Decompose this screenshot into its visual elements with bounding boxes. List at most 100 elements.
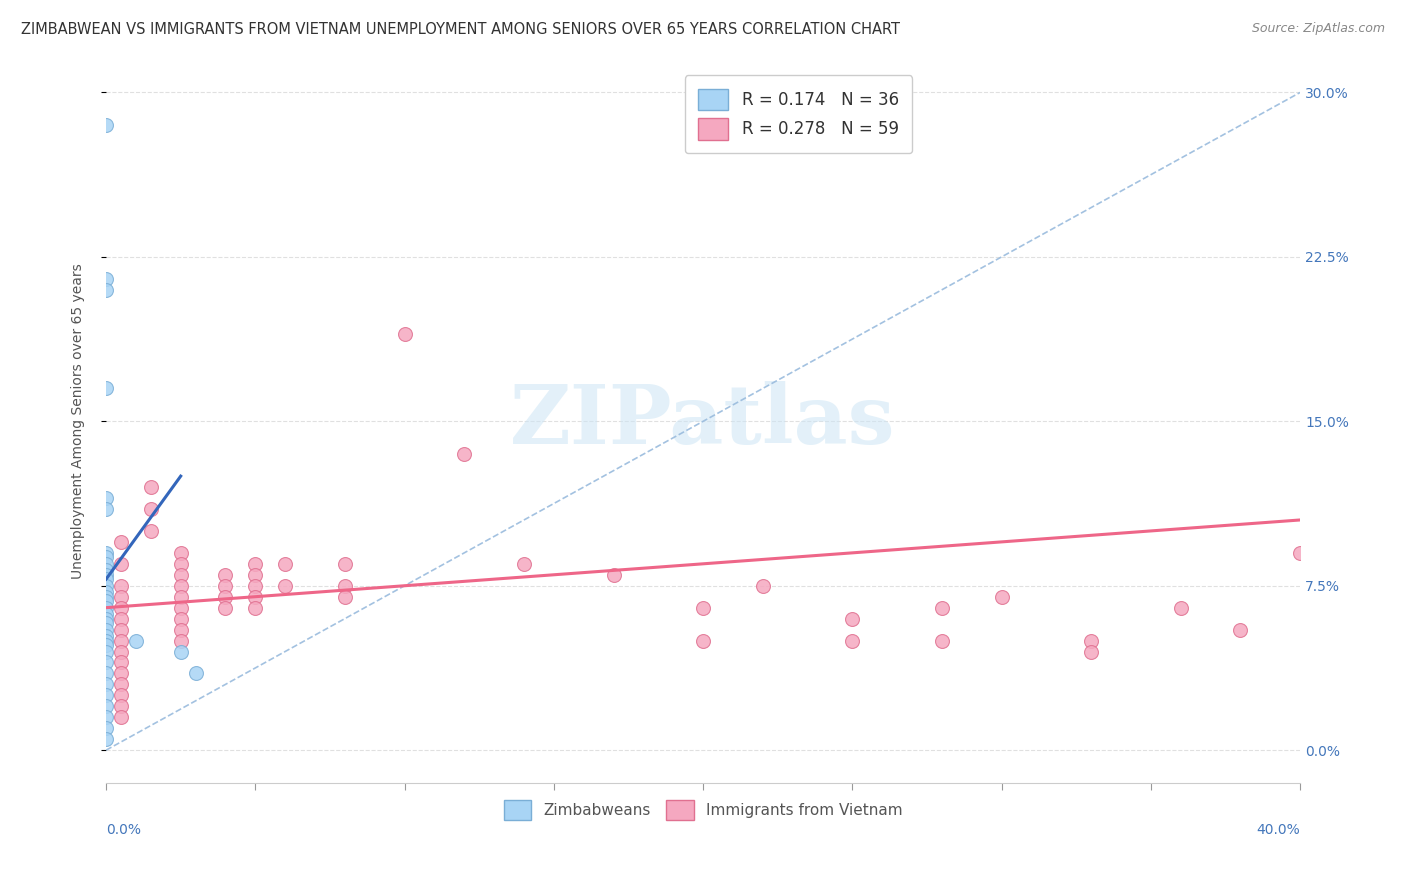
Point: [110, 623, 132, 637]
Point: [170, 612, 193, 626]
Point: [110, 666, 132, 681]
Point: [214, 579, 236, 593]
Point: [931, 633, 953, 648]
Point: [453, 447, 475, 461]
Point: [1229, 623, 1251, 637]
Point: [94, 656, 117, 670]
Text: 40.0%: 40.0%: [1257, 823, 1301, 838]
Point: [841, 633, 863, 648]
Point: [139, 502, 162, 516]
Point: [245, 600, 267, 615]
Point: [110, 677, 132, 691]
Point: [94, 644, 117, 658]
Point: [125, 633, 148, 648]
Point: [1080, 633, 1102, 648]
Point: [170, 644, 193, 658]
Point: [94, 557, 117, 571]
Point: [94, 594, 117, 608]
Point: [94, 381, 117, 395]
Point: [139, 480, 162, 494]
Point: [841, 612, 863, 626]
Point: [110, 710, 132, 724]
Legend: Zimbabweans, Immigrants from Vietnam: Zimbabweans, Immigrants from Vietnam: [498, 794, 908, 826]
Point: [94, 638, 117, 652]
Point: [94, 272, 117, 286]
Point: [94, 585, 117, 599]
Point: [94, 600, 117, 615]
Point: [1080, 644, 1102, 658]
Point: [139, 524, 162, 538]
Point: [94, 607, 117, 622]
Point: [170, 557, 193, 571]
Point: [170, 633, 193, 648]
Point: [333, 557, 356, 571]
Point: [94, 615, 117, 630]
Point: [94, 699, 117, 714]
Point: [110, 600, 132, 615]
Point: [110, 612, 132, 626]
Point: [274, 557, 297, 571]
Point: [94, 563, 117, 577]
Point: [94, 677, 117, 691]
Point: [170, 600, 193, 615]
Point: [184, 666, 207, 681]
Point: [94, 612, 117, 626]
Point: [1170, 600, 1192, 615]
Point: [110, 579, 132, 593]
Text: 0.0%: 0.0%: [105, 823, 141, 838]
Point: [94, 623, 117, 637]
Point: [170, 579, 193, 593]
Text: ZIPatlas: ZIPatlas: [510, 381, 896, 461]
Point: [170, 567, 193, 582]
Point: [214, 567, 236, 582]
Y-axis label: Unemployment Among Seniors over 65 years: Unemployment Among Seniors over 65 years: [72, 263, 86, 579]
Point: [990, 590, 1012, 604]
Point: [214, 590, 236, 604]
Point: [94, 283, 117, 297]
Point: [110, 590, 132, 604]
Point: [170, 546, 193, 560]
Point: [94, 732, 117, 747]
Text: ZIMBABWEAN VS IMMIGRANTS FROM VIETNAM UNEMPLOYMENT AMONG SENIORS OVER 65 YEARS C: ZIMBABWEAN VS IMMIGRANTS FROM VIETNAM UN…: [21, 22, 900, 37]
Point: [513, 557, 536, 571]
Point: [110, 557, 132, 571]
Point: [94, 721, 117, 735]
Point: [602, 567, 624, 582]
Point: [394, 326, 416, 341]
Point: [110, 656, 132, 670]
Point: [94, 579, 117, 593]
Point: [94, 572, 117, 586]
Point: [110, 535, 132, 549]
Point: [245, 590, 267, 604]
Point: [94, 590, 117, 604]
Point: [170, 623, 193, 637]
Point: [1289, 546, 1312, 560]
Point: [692, 600, 714, 615]
Point: [110, 699, 132, 714]
Point: [245, 567, 267, 582]
Point: [214, 600, 236, 615]
Point: [170, 590, 193, 604]
Point: [110, 689, 132, 703]
Point: [94, 119, 117, 133]
Point: [94, 502, 117, 516]
Point: [94, 550, 117, 565]
Point: [94, 546, 117, 560]
Point: [752, 579, 775, 593]
Text: Source: ZipAtlas.com: Source: ZipAtlas.com: [1251, 22, 1385, 36]
Point: [94, 710, 117, 724]
Point: [94, 567, 117, 582]
Point: [692, 633, 714, 648]
Point: [94, 633, 117, 648]
Point: [94, 491, 117, 505]
Point: [110, 644, 132, 658]
Point: [94, 689, 117, 703]
Point: [333, 579, 356, 593]
Point: [94, 666, 117, 681]
Point: [931, 600, 953, 615]
Point: [245, 557, 267, 571]
Point: [110, 633, 132, 648]
Point: [94, 629, 117, 643]
Point: [274, 579, 297, 593]
Point: [333, 590, 356, 604]
